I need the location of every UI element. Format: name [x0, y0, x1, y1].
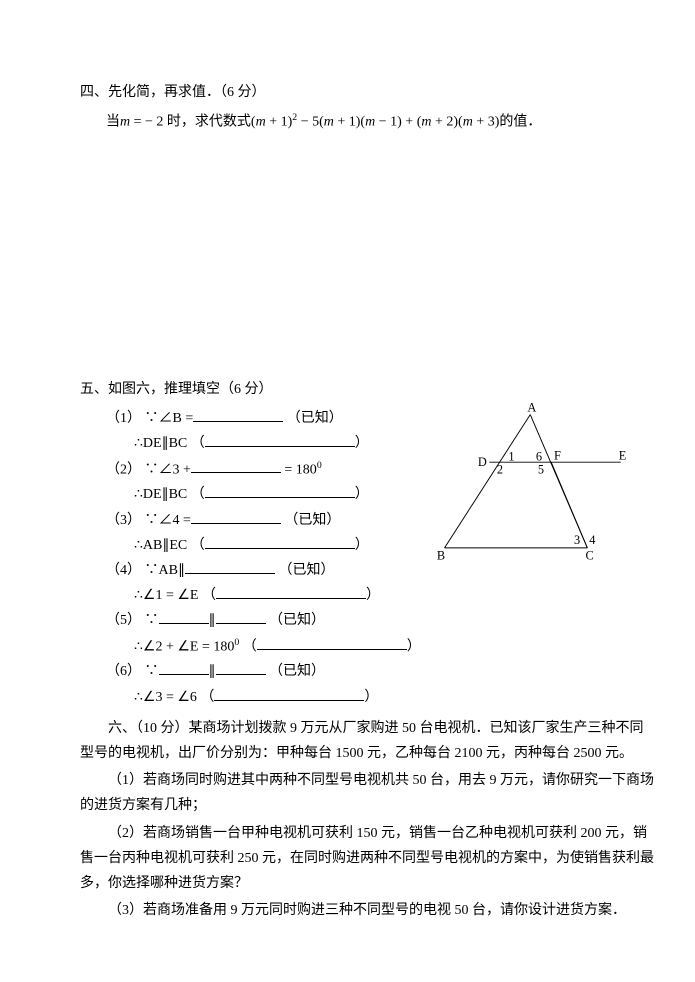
q4-p3: + 3) — [473, 115, 500, 130]
q5-heading: 五、如图六，推理填空（6 分） — [80, 377, 655, 402]
q4-m5: − 5( — [297, 115, 324, 130]
q4-heading: 四、先化简，再求值．（6 分） — [80, 80, 655, 105]
blank — [257, 636, 407, 650]
q5-2-pre: （2） ∵∠3 + — [106, 462, 191, 477]
q5-item6-sub: ∴∠3 = ∠6 （ ） — [80, 685, 440, 710]
q5-4-pre: （4） ∵AB∥ — [106, 563, 185, 578]
svg-text:6: 6 — [536, 449, 542, 463]
q4-prefix: 当 — [106, 115, 120, 130]
q5-item1-sub: ∴DE∥BC （ ） — [80, 431, 440, 456]
svg-text:5: 5 — [538, 463, 544, 477]
q5-item1: （1） ∵∠B = （已知） — [80, 406, 440, 431]
q4-eq: = − 2 时，求代数式 — [130, 115, 251, 130]
q5-3-known: （已知） — [284, 513, 340, 528]
q4-mv5: m — [463, 115, 473, 130]
q5-6-sub-pre: ∴∠3 = ∠6 （ — [134, 690, 214, 705]
q5-6-pre: （6） ∵ — [106, 664, 159, 679]
q5-item5: （5） ∵ ∥ （已知） — [80, 608, 440, 633]
q6-p2: （2）若商场销售一台甲种电视机可获利 150 元，销售一台乙种电视机可获利 20… — [80, 821, 655, 897]
geo-lines — [445, 415, 621, 548]
geo-labels: A B C D F E 12 65 34 — [437, 401, 626, 562]
q5-3-pre: （3） ∵∠4 = — [106, 513, 191, 528]
q4-mv3: m — [365, 115, 375, 130]
q5-wrap: 五、如图六，推理填空（6 分） （1） ∵∠B = （已知） ∴DE∥BC （ ）… — [80, 377, 655, 710]
blank — [191, 459, 281, 473]
q4-p1b: + 1)( — [334, 115, 365, 130]
q5-2-sub-close: ） — [355, 487, 369, 502]
blank — [205, 433, 355, 447]
q4-expression: 当m = − 2 时，求代数式(m + 1)2 − 5(m + 1)(m − 1… — [80, 109, 655, 135]
q5-4-sub-close: ） — [366, 588, 380, 603]
q5-3-sub-close: ） — [355, 538, 369, 553]
blank — [214, 687, 364, 701]
q5-item4: （4） ∵AB∥ （已知） — [80, 558, 440, 583]
q5-diagram: A B C D F E 12 65 34 — [435, 401, 635, 571]
q4-suffix: 的值． — [499, 115, 541, 130]
blank — [193, 408, 283, 422]
q4-m1b: − 1) + ( — [375, 115, 421, 130]
blank — [205, 535, 355, 549]
svg-text:3: 3 — [574, 533, 580, 547]
q5-6-sub-close: ） — [364, 690, 378, 705]
q5-item3-sub: ∴AB∥EC （ ） — [80, 533, 440, 558]
q4-p1: + 1) — [266, 115, 293, 130]
q5-5-known: （已知） — [269, 613, 325, 628]
q5-1-sub-pre: ∴DE∥BC （ — [134, 436, 205, 451]
svg-text:4: 4 — [589, 533, 595, 547]
q5-5-sub-open: （ — [239, 639, 257, 654]
q5-2-deg: 0 — [317, 460, 322, 471]
q5-4-known: （已知） — [278, 563, 334, 578]
q5-item5-sub: ∴∠2 + ∠E = 1800 （） — [80, 634, 440, 660]
q5-5-slash: ∥ — [209, 613, 216, 628]
q5-left: （1） ∵∠B = （已知） ∴DE∥BC （ ） （2） ∵∠3 + = 180… — [80, 406, 440, 710]
svg-text:B: B — [437, 548, 445, 562]
q5-item2: （2） ∵∠3 + = 1800 — [80, 457, 440, 483]
q5-item6: （6） ∵ ∥ （已知） — [80, 659, 440, 684]
q4-mv1: m — [256, 115, 266, 130]
q5-item2-sub: ∴DE∥BC （ ） — [80, 482, 440, 507]
svg-text:2: 2 — [497, 463, 503, 477]
q5-6-slash: ∥ — [209, 664, 216, 679]
svg-text:1: 1 — [508, 449, 514, 463]
blank — [191, 510, 281, 524]
q5-1-sub-close: ） — [355, 436, 369, 451]
q4-mv4: m — [421, 115, 431, 130]
blank — [159, 661, 209, 675]
blank — [216, 585, 366, 599]
q5-5-sub-pre: ∴∠2 + ∠E = 180 — [134, 639, 234, 654]
q5-item3: （3） ∵∠4 = （已知） — [80, 508, 440, 533]
q5-2-eq: = 180 — [281, 462, 317, 477]
q4-m: m — [120, 115, 130, 130]
q5-5-pre: （5） ∵ — [106, 613, 159, 628]
q6-heading: 六、（10 分）某商场计划拨款 9 万元从厂家购进 50 台电视机．已知该厂家生… — [80, 716, 655, 766]
svg-text:C: C — [585, 548, 593, 562]
q6-p1: （1）若商场同时购进其中两种不同型号电视机共 50 台，用去 9 万元，请你研究… — [80, 768, 655, 818]
q5-item4-sub: ∴∠1 = ∠E （ ） — [80, 583, 440, 608]
q5-1-pre: （1） ∵∠B = — [106, 411, 193, 426]
blank — [216, 610, 266, 624]
blank — [216, 661, 266, 675]
q6-p3: （3）若商场准备用 9 万元同时购进三种不同型号的电视 50 台，请你设计进货方… — [80, 898, 655, 923]
svg-text:E: E — [619, 448, 627, 462]
q5-4-sub-pre: ∴∠1 = ∠E （ — [134, 588, 216, 603]
q4-p2: + 2)( — [431, 115, 462, 130]
blank — [205, 484, 355, 498]
svg-text:A: A — [527, 401, 536, 415]
q5-2-sub-pre: ∴DE∥BC （ — [134, 487, 205, 502]
workspace-gap — [80, 137, 655, 377]
blank — [159, 610, 209, 624]
svg-text:F: F — [554, 448, 561, 462]
q5-5-sub-close: ） — [407, 639, 421, 654]
q5-1-known: （已知） — [287, 411, 343, 426]
q4-mv2: m — [324, 115, 334, 130]
q5-3-sub-pre: ∴AB∥EC （ — [134, 538, 205, 553]
blank — [185, 560, 275, 574]
svg-text:D: D — [478, 455, 487, 469]
q5-6-known: （已知） — [269, 664, 325, 679]
